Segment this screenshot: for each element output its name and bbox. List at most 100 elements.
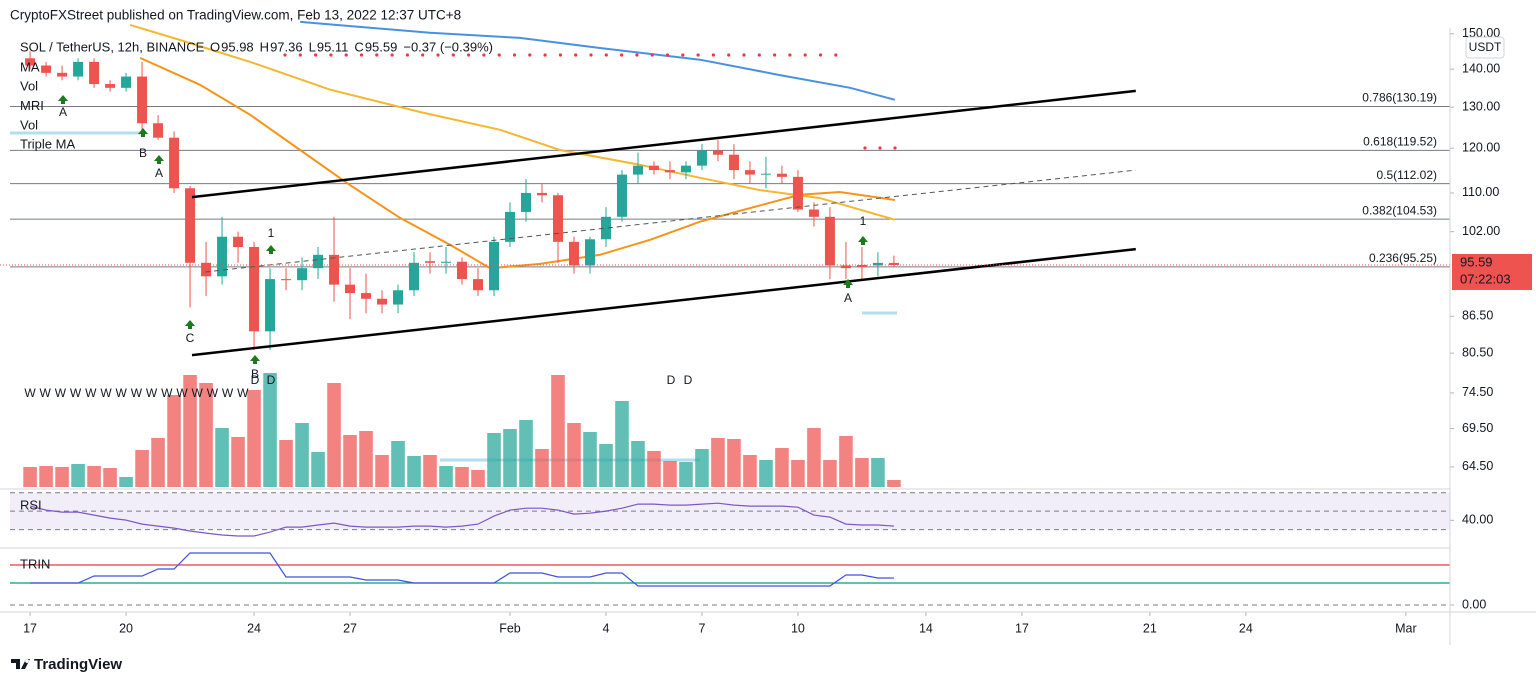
candle-body — [600, 216, 611, 240]
indicator-name: MRI — [20, 98, 44, 113]
currency: USDT — [1469, 40, 1502, 54]
volume-bar — [247, 390, 261, 487]
candle-body — [57, 72, 68, 77]
volume-bar — [231, 437, 245, 487]
signal-arrow — [185, 320, 195, 329]
signal-arrow — [138, 128, 148, 137]
moving-average — [300, 20, 896, 101]
x-tick-label: Mar — [1395, 621, 1417, 635]
candle-body — [201, 262, 212, 277]
footer-brand: TradingView — [34, 656, 122, 673]
candle-body — [664, 170, 675, 173]
volume-bar — [167, 395, 181, 487]
volume-bar — [215, 428, 229, 487]
signal-dot — [757, 53, 761, 57]
candle-body — [616, 174, 627, 217]
candle-body — [121, 76, 132, 88]
last-price: 95.59 — [1460, 254, 1493, 269]
annotation: C — [186, 331, 195, 345]
volume-bar — [295, 423, 309, 487]
volume-bar — [423, 455, 437, 487]
candle-body — [584, 239, 595, 266]
signal-dot — [620, 53, 624, 57]
signal-dot — [344, 53, 348, 57]
volume-bar — [119, 477, 133, 487]
candle-body — [536, 192, 547, 196]
volume-bar — [567, 423, 581, 487]
volume-bar — [391, 441, 405, 487]
volume-bar — [599, 444, 613, 487]
volume-bar — [855, 458, 869, 487]
volume-bar — [375, 455, 389, 487]
volume-bar — [327, 383, 341, 487]
logo — [11, 659, 30, 669]
candle-body — [648, 165, 659, 171]
y-tick-label: 0.00 — [1462, 597, 1486, 611]
volume-bar — [807, 428, 821, 487]
y-tick-label: 64.50 — [1462, 459, 1493, 473]
volume-bar — [823, 460, 837, 487]
candle-body — [632, 165, 643, 175]
volume-bar — [503, 429, 517, 487]
signal-dot — [405, 53, 409, 57]
candle-body — [281, 279, 292, 281]
y-tick-label: 110.00 — [1462, 185, 1499, 199]
volume-bar — [71, 464, 85, 487]
candle-body — [105, 84, 116, 88]
annotation: W — [40, 386, 52, 400]
annotation: A — [155, 166, 163, 180]
candle-body — [409, 262, 420, 291]
candle-body — [377, 298, 388, 305]
currency-box — [1465, 36, 1505, 59]
candle-body — [872, 262, 883, 266]
x-tick-label: 20 — [119, 621, 133, 635]
volume-bar — [711, 438, 725, 487]
volume-bar — [519, 420, 533, 487]
signal-dot — [589, 53, 593, 57]
x-tick-label: 21 — [1143, 621, 1157, 635]
signal-dot — [773, 53, 777, 57]
volume-bar — [775, 448, 789, 487]
candle-body — [41, 65, 52, 73]
annotation: W — [24, 386, 36, 400]
signal-dot — [696, 53, 700, 57]
x-tick-label: Feb — [499, 621, 521, 635]
volume-bar — [551, 375, 565, 487]
annotation: A — [844, 291, 852, 305]
rsi-name: RSI — [20, 497, 42, 512]
ohlc-value: 95.59 — [365, 39, 398, 54]
signal-dot — [390, 53, 394, 57]
x-tick-label: 24 — [1239, 621, 1253, 635]
highlight — [862, 311, 897, 315]
candle-body — [25, 58, 36, 66]
ohlc-name: L — [309, 39, 316, 54]
y-tick-label: 102.00 — [1462, 224, 1500, 238]
signal-dot — [329, 53, 333, 57]
signal-dot — [543, 53, 547, 57]
signal-dot — [467, 53, 471, 57]
volume-bar — [759, 460, 773, 487]
volume-bar — [135, 450, 149, 487]
fib-label: 0.5(112.02) — [1377, 168, 1438, 182]
volume-bar — [471, 470, 485, 487]
annotation: D — [684, 373, 693, 387]
y-tick-label: 140.00 — [1462, 61, 1500, 75]
signal-dot — [451, 53, 455, 57]
x-tick-label: 10 — [791, 621, 805, 635]
signal-dot — [681, 53, 685, 57]
trendline — [191, 247, 1136, 357]
volume-bar — [887, 480, 901, 487]
candle-body — [760, 173, 771, 175]
annotation: W — [55, 386, 67, 400]
candle-body — [520, 192, 531, 212]
volume-bar — [871, 458, 885, 487]
signal-dot — [497, 53, 501, 57]
x-tick-label: 4 — [603, 621, 610, 635]
signal-dot — [742, 53, 746, 57]
candle-body — [329, 254, 340, 285]
annotation: W — [207, 386, 219, 400]
annotation: D — [667, 373, 676, 387]
volume-bar — [743, 455, 757, 487]
candle-body — [425, 261, 436, 263]
